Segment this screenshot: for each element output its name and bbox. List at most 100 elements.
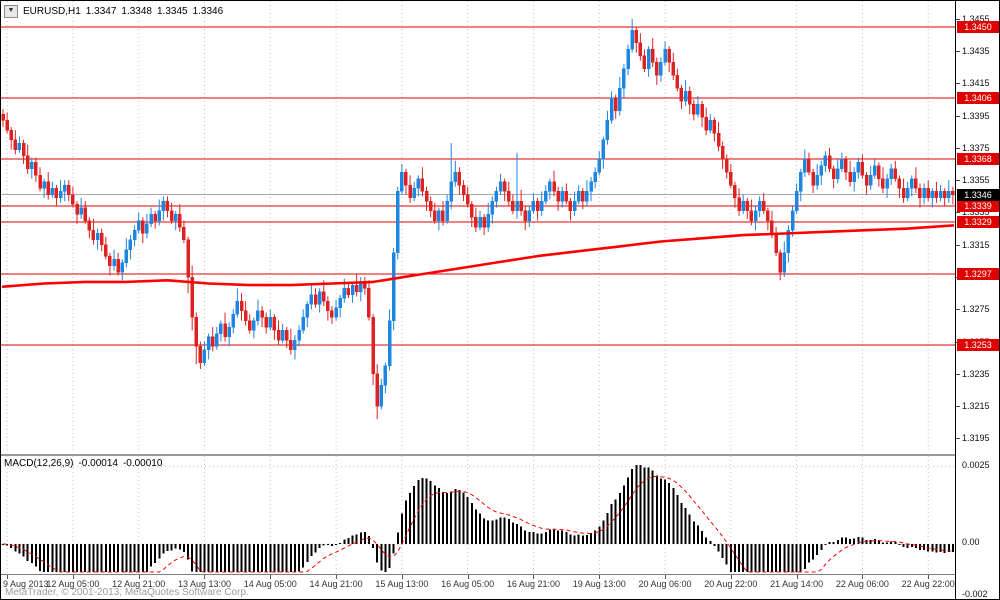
quote-close: 1.3346 xyxy=(192,6,224,17)
macd-histogram-bar xyxy=(581,535,584,544)
macd-histogram-bar xyxy=(869,540,872,544)
candle-body xyxy=(860,162,865,176)
macd-histogram-bar xyxy=(705,537,708,544)
macd-histogram-bar xyxy=(195,544,198,572)
time-axis-label: 22 Aug 22:00 xyxy=(901,579,955,589)
macd-histogram-bar xyxy=(228,544,231,572)
candle-body xyxy=(856,162,861,173)
macd-histogram-bar xyxy=(51,544,54,572)
macd-histogram-bar xyxy=(807,544,810,563)
candle-body xyxy=(827,155,832,170)
price-level-tag: 1.3406 xyxy=(957,91,999,104)
time-axis-tick xyxy=(138,575,140,579)
candle-body xyxy=(774,233,778,254)
macd-histogram-bar xyxy=(347,538,350,544)
candle-body xyxy=(910,178,914,189)
candle-body xyxy=(815,175,819,186)
macd-histogram-bar xyxy=(520,526,523,544)
macd-histogram-bar xyxy=(446,493,449,544)
candle-body xyxy=(243,310,248,321)
macd-histogram-bar xyxy=(881,542,884,544)
macd-histogram-bar xyxy=(923,544,926,550)
macd-histogram-bar xyxy=(211,544,214,572)
macd-histogram-bar xyxy=(343,539,346,544)
macd-histogram-bar xyxy=(298,544,301,572)
candle-body xyxy=(947,191,951,199)
macd-histogram-bar xyxy=(330,544,333,546)
time-axis-label: 12 Aug 05:00 xyxy=(46,579,100,589)
candlestick-canvas[interactable] xyxy=(1,1,955,453)
candle-body xyxy=(342,288,347,299)
candle-body xyxy=(609,97,614,121)
time-axis-tick xyxy=(599,575,601,579)
macd-histogram-bar xyxy=(503,517,506,544)
macd-histogram-bar xyxy=(413,486,416,544)
candle-body xyxy=(782,252,787,273)
price-axis-label: 1.3235 xyxy=(962,368,990,379)
time-axis-tick xyxy=(730,575,732,579)
macd-histogram-bar xyxy=(775,544,778,572)
candle-body xyxy=(247,320,252,331)
macd-histogram-bar xyxy=(71,544,74,572)
macd-histogram-bar xyxy=(92,544,95,572)
candle-body xyxy=(9,129,13,141)
macd-histogram-bar xyxy=(10,544,13,549)
macd-histogram-bar xyxy=(170,544,173,551)
macd-histogram-bar xyxy=(215,544,218,572)
macd-histogram-bar xyxy=(240,544,243,572)
macd-histogram-bar xyxy=(647,467,650,544)
macd-canvas[interactable] xyxy=(1,456,955,574)
candle-body xyxy=(581,191,585,202)
candle-body xyxy=(823,155,828,166)
candle-body xyxy=(149,213,153,225)
candle-body xyxy=(798,171,803,192)
candle-body xyxy=(531,200,536,212)
moving-average-line[interactable] xyxy=(1,224,955,289)
candle-body xyxy=(264,317,268,328)
time-axis-label: 20 Aug 06:00 xyxy=(638,579,692,589)
candle-body xyxy=(724,158,729,173)
candle-body xyxy=(293,339,297,350)
macd-histogram-bar xyxy=(824,544,827,545)
candle-body xyxy=(778,252,782,273)
time-axis[interactable]: 9 Aug 2013 12 Aug 05:00 12 Aug 21:00 13 Aug… xyxy=(1,574,955,599)
symbol-dropdown-button[interactable]: ▼ xyxy=(4,5,18,18)
price-axis-label: 1.3275 xyxy=(962,304,990,315)
candle-body xyxy=(416,178,421,189)
macd-histogram-bar xyxy=(129,544,132,572)
macd-histogram-bar xyxy=(849,538,852,544)
macd-histogram-bar xyxy=(458,489,461,544)
price-level-tag: 1.3368 xyxy=(957,153,999,166)
price-chart[interactable] xyxy=(1,1,955,453)
macd-histogram-bar xyxy=(125,544,128,572)
candle-body xyxy=(638,42,643,57)
candle-body xyxy=(231,313,236,328)
macd-histogram-bar xyxy=(787,544,790,572)
candle-body xyxy=(720,146,725,160)
macd-histogram-bar xyxy=(76,544,79,572)
macd-histogram-bar xyxy=(96,544,99,572)
candle-body xyxy=(502,181,507,192)
candle-body xyxy=(112,259,116,266)
candle-body xyxy=(301,317,305,331)
candle-body xyxy=(367,288,371,318)
candle-body xyxy=(881,178,885,189)
macd-histogram-bar xyxy=(450,491,453,544)
macd-panel[interactable]: MACD(12,26,9) -0.00014 -0.00010 xyxy=(1,454,955,574)
candle-body xyxy=(494,191,499,202)
candle-body xyxy=(552,181,556,192)
candle-body xyxy=(568,200,573,212)
candle-body xyxy=(350,284,355,296)
macd-histogram-bar xyxy=(844,537,847,544)
macd-histogram-bar xyxy=(943,544,946,553)
macd-histogram-bar xyxy=(585,535,588,544)
price-axis[interactable]: 1.3455 1.3435 1.3415 1.3395 1.3375 1.3355 1.33… xyxy=(955,1,999,599)
macd-histogram-bar xyxy=(22,544,25,557)
candle-body xyxy=(572,200,577,212)
candle-body xyxy=(260,310,264,318)
candle-body xyxy=(256,310,260,321)
macd-histogram-bar xyxy=(573,535,576,544)
candle-body xyxy=(58,191,63,199)
candle-body xyxy=(132,229,137,241)
time-axis-label: 20 Aug 22:00 xyxy=(704,579,758,589)
